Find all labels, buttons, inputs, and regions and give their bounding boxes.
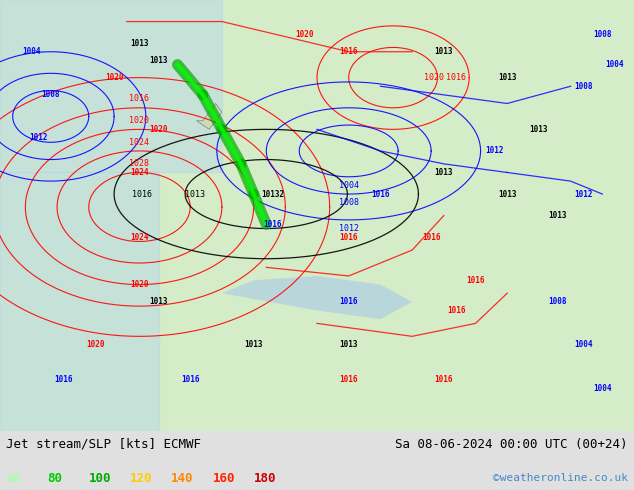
Text: 60: 60 (6, 472, 22, 485)
Text: 1016: 1016 (54, 375, 73, 384)
Text: 1012: 1012 (485, 147, 504, 155)
Text: 1013: 1013 (498, 73, 517, 82)
Text: 1013: 1013 (434, 47, 453, 56)
Text: 1013: 1013 (434, 168, 453, 177)
Text: 10132: 10132 (261, 190, 284, 198)
Text: 1013: 1013 (244, 341, 263, 349)
Text: 1008: 1008 (548, 297, 567, 306)
Text: Jet stream/SLP [kts] ECMWF: Jet stream/SLP [kts] ECMWF (6, 438, 202, 451)
Text: 1024: 1024 (129, 138, 150, 147)
Text: 1016: 1016 (339, 233, 358, 242)
Text: 1020: 1020 (86, 341, 105, 349)
Text: 1013: 1013 (498, 190, 517, 198)
Text: 1013: 1013 (130, 39, 149, 48)
FancyBboxPatch shape (0, 431, 634, 490)
Text: 1004: 1004 (593, 384, 612, 392)
Text: 1028: 1028 (129, 159, 150, 168)
Text: 1020: 1020 (105, 73, 124, 82)
Text: 1012: 1012 (339, 224, 359, 233)
Text: 140: 140 (171, 472, 193, 485)
Text: 1013: 1013 (149, 56, 168, 65)
FancyBboxPatch shape (0, 0, 634, 431)
Text: 1016: 1016 (434, 375, 453, 384)
Text: 1016: 1016 (446, 73, 467, 82)
Text: ©weatheronline.co.uk: ©weatheronline.co.uk (493, 473, 628, 483)
Text: 1024: 1024 (130, 168, 149, 177)
Text: 1013: 1013 (185, 190, 205, 198)
Text: 1016: 1016 (132, 190, 152, 198)
Text: 1012: 1012 (574, 190, 593, 198)
Text: 160: 160 (212, 472, 235, 485)
Text: 1020: 1020 (424, 73, 444, 82)
Text: 1004: 1004 (339, 181, 359, 190)
Text: 1016: 1016 (129, 95, 150, 103)
Text: 1016: 1016 (181, 375, 200, 384)
Text: 1008: 1008 (593, 30, 612, 39)
Text: 1016: 1016 (339, 47, 358, 56)
Text: 1008: 1008 (339, 198, 359, 207)
Text: 1016: 1016 (422, 233, 441, 242)
Text: 1008: 1008 (41, 90, 60, 99)
Text: 80: 80 (48, 472, 63, 485)
Text: 1020: 1020 (295, 30, 314, 39)
Text: 1024: 1024 (130, 233, 149, 242)
Text: 1016: 1016 (339, 375, 358, 384)
Text: 1016: 1016 (339, 297, 358, 306)
Text: 1013: 1013 (149, 297, 168, 306)
Text: 1020: 1020 (149, 125, 168, 134)
Text: 1016: 1016 (371, 190, 390, 198)
Polygon shape (222, 276, 412, 319)
Text: 1016: 1016 (263, 220, 282, 229)
Text: 1004: 1004 (574, 341, 593, 349)
Text: 1008: 1008 (574, 82, 593, 91)
Text: 1004: 1004 (22, 47, 41, 56)
Text: 1013: 1013 (548, 211, 567, 220)
Text: 180: 180 (254, 472, 276, 485)
Text: 1004: 1004 (605, 60, 624, 69)
Text: Sa 08-06-2024 00:00 UTC (00+24): Sa 08-06-2024 00:00 UTC (00+24) (395, 438, 628, 451)
Polygon shape (197, 103, 222, 129)
Text: 1016: 1016 (466, 276, 485, 285)
Text: 1020: 1020 (129, 116, 150, 125)
Text: 1013: 1013 (339, 341, 358, 349)
Text: 1020: 1020 (130, 280, 149, 289)
Text: 1012: 1012 (29, 133, 48, 143)
Text: 1016: 1016 (447, 306, 466, 315)
Text: 120: 120 (130, 472, 152, 485)
Text: 1013: 1013 (529, 125, 548, 134)
Text: 100: 100 (89, 472, 111, 485)
